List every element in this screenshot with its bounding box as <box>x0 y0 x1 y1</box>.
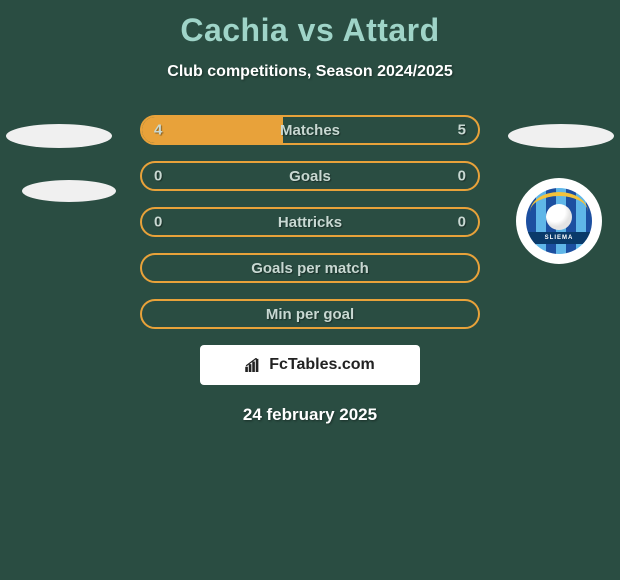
club-badge-band: SLIEMA <box>526 232 592 244</box>
club-badge-ball <box>546 204 572 230</box>
stat-row-goals: 0 Goals 0 <box>140 161 480 191</box>
right-player-placeholder-top <box>508 124 614 148</box>
left-player-placeholder-bottom <box>22 180 116 202</box>
stat-label: Hattricks <box>278 214 342 231</box>
club-badge-inner: SLIEMA <box>526 188 592 254</box>
stat-row-matches: 4 Matches 5 <box>140 115 480 145</box>
stat-right-value: 5 <box>458 122 466 139</box>
brand-text: FcTables.com <box>269 356 375 374</box>
left-player-placeholder-top <box>6 124 112 148</box>
page-subtitle: Club competitions, Season 2024/2025 <box>0 63 620 81</box>
stat-right-value: 0 <box>458 214 466 231</box>
stat-fill-left <box>142 117 283 143</box>
page-title: Cachia vs Attard <box>0 0 620 49</box>
stat-row-hattricks: 0 Hattricks 0 <box>140 207 480 237</box>
stat-label: Min per goal <box>266 306 354 323</box>
stat-left-value: 4 <box>154 122 162 139</box>
snapshot-date: 24 february 2025 <box>0 405 620 425</box>
stat-right-value: 0 <box>458 168 466 185</box>
stat-label: Goals <box>289 168 331 185</box>
stat-label: Matches <box>280 122 340 139</box>
brand-link[interactable]: FcTables.com <box>200 345 420 385</box>
club-badge-text: SLIEMA <box>545 235 574 241</box>
club-badge: SLIEMA <box>516 178 602 264</box>
bar-chart-icon <box>245 358 263 372</box>
stat-left-value: 0 <box>154 168 162 185</box>
stat-row-min-per-goal: Min per goal <box>140 299 480 329</box>
stat-left-value: 0 <box>154 214 162 231</box>
stat-label: Goals per match <box>251 260 369 277</box>
stat-row-goals-per-match: Goals per match <box>140 253 480 283</box>
